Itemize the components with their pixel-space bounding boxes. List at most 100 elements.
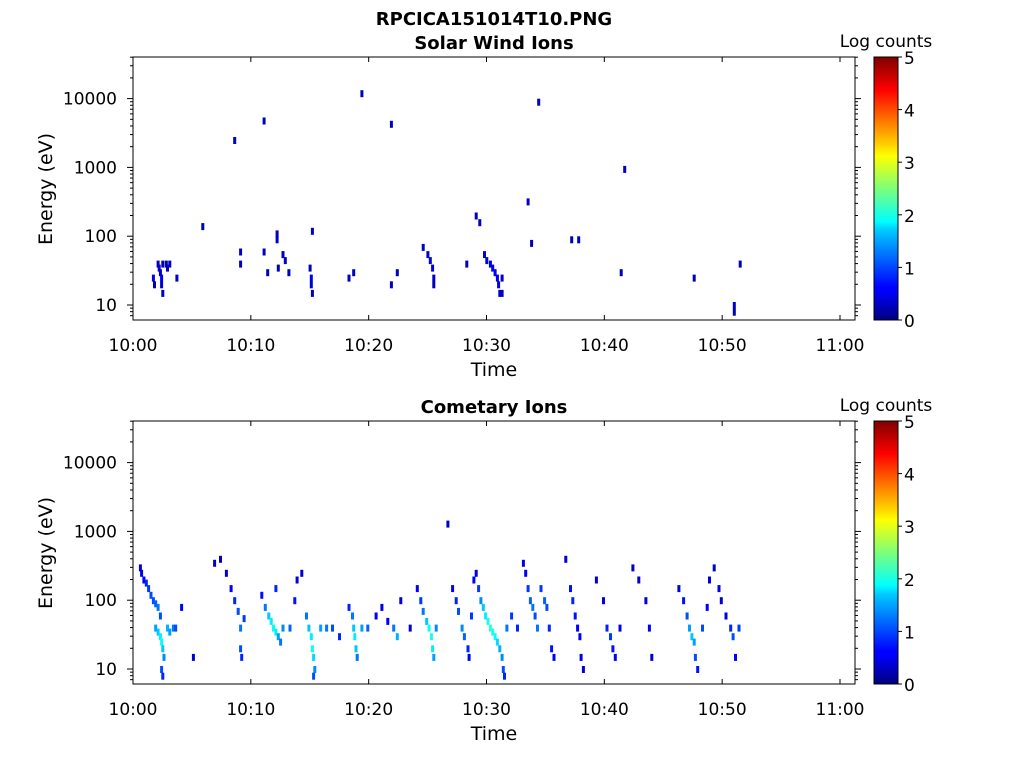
spectrogram-cell <box>526 198 530 206</box>
spectrogram-cell <box>571 597 575 605</box>
spectrogram-cell <box>578 633 582 641</box>
spectrogram-cell <box>526 585 530 593</box>
spectrogram-cell <box>478 219 482 227</box>
spectrogram-cell <box>262 117 266 125</box>
spectrogram-cell <box>734 653 737 661</box>
spectrogram-cell <box>239 248 243 256</box>
spectrogram-cell <box>426 251 430 259</box>
spectrogram-cell <box>307 624 311 632</box>
spectrogram-cell <box>500 274 504 282</box>
spectrogram-cell <box>281 624 285 632</box>
spectrogram-cell <box>483 251 486 259</box>
spectrogram-cell <box>428 257 432 265</box>
y-axis-label: Energy (eV) <box>35 497 57 609</box>
spectrogram-cell <box>325 624 329 632</box>
spectrogram-cell <box>429 633 433 641</box>
spectrogram-cell <box>613 653 617 661</box>
y-tick-label: 10 <box>95 660 117 680</box>
spectrogram-cell <box>142 576 146 584</box>
spectrogram-cell <box>434 624 438 632</box>
spectrogram-cell <box>481 603 485 611</box>
spectrogram-cell <box>637 576 641 584</box>
spectrogram-cell <box>708 576 711 584</box>
spectrogram-cell <box>693 653 697 661</box>
spectrogram-cell <box>712 564 716 572</box>
spectrogram-cell <box>682 597 686 605</box>
colorbar-tick-label: 4 <box>904 102 915 122</box>
spectrogram-cell <box>312 672 316 680</box>
spectrogram-cell <box>491 628 495 636</box>
spectrogram-cell <box>732 302 736 309</box>
spectrogram-cell <box>498 645 502 653</box>
axis-ticks: 10:00 10:10 10:20 10:30 10:40 10:50 11:00 10 100… <box>63 420 865 720</box>
spectrogram-cell <box>623 165 627 173</box>
spectrogram-cell <box>500 653 504 661</box>
spectrogram-cell <box>701 624 704 632</box>
colorbar-tick-label: 2 <box>904 571 915 591</box>
spectrogram-cell <box>432 653 436 661</box>
spectrogram-cell <box>174 624 178 632</box>
x-tick-label: 10:20 <box>344 336 393 356</box>
spectrogram-cell <box>692 638 696 646</box>
x-tick-label: 10:50 <box>698 336 747 356</box>
spectrogram-cell <box>564 555 568 563</box>
y-tick-label: 100 <box>85 227 117 247</box>
spectrogram-cell <box>160 274 164 282</box>
x-axis-label: Time <box>470 359 518 381</box>
spectrogram-cell <box>275 236 279 244</box>
spectrogram-cell <box>310 289 314 297</box>
spectrogram-cell <box>156 260 160 268</box>
spectrogram-cell <box>262 248 266 256</box>
spectrogram-cell <box>300 569 304 577</box>
spectrogram-cell <box>309 274 313 282</box>
colorbar-ticks: 0 1 2 3 4 5 <box>898 413 915 696</box>
solar-wind-panel: Solar Wind Ions Energy (eV) Time 10:00 10… <box>35 32 932 381</box>
spectrogram-cell <box>166 264 169 272</box>
spectrogram-cell <box>160 638 164 646</box>
spectrogram-cell <box>454 597 458 605</box>
spectrogram-cell <box>631 564 635 572</box>
spectrogram-cell <box>521 559 525 567</box>
spectrogram-cell <box>140 569 144 577</box>
spectrogram-cell <box>486 617 490 625</box>
x-tick-label: 10:10 <box>226 700 275 720</box>
spectrogram-cell <box>161 645 165 653</box>
spectrogram-cell <box>533 612 537 620</box>
spectrogram-cell <box>579 653 583 661</box>
spectrogram-cell <box>576 624 580 632</box>
spectrogram-cell <box>276 264 280 272</box>
spectrogram-cell <box>158 612 162 620</box>
spectrogram-cell <box>305 612 308 620</box>
spectrogram-cell <box>151 274 155 282</box>
colorbar-tick-label: 3 <box>904 518 915 538</box>
spectrogram-cell <box>731 633 735 641</box>
spectrogram-cell <box>462 633 466 641</box>
x-tick-label: 10:20 <box>344 700 393 720</box>
spectrogram-cell <box>650 653 654 661</box>
spectrogram-cell <box>229 585 233 593</box>
spectrogram-cell <box>451 585 455 593</box>
cometary-panel: Cometary Ions Energy (eV) Time 10:00 10:1… <box>35 396 932 745</box>
spectrogram-cell <box>488 624 492 632</box>
spectrogram-cell <box>219 555 222 563</box>
x-tick-label: 10:30 <box>462 700 511 720</box>
spectrogram-cell <box>267 612 271 620</box>
spectrogram-cell <box>493 633 497 641</box>
spectrogram-cell <box>545 603 549 611</box>
spectrogram-cell <box>158 633 162 641</box>
spectrogram-cell <box>156 628 160 636</box>
spectrogram-cell <box>688 624 691 632</box>
colorbar <box>873 420 899 685</box>
spectrogram-cell <box>573 612 577 620</box>
spectrogram-cell <box>164 260 168 268</box>
spectrogram-cell <box>552 653 556 661</box>
spectrogram-cell <box>168 260 172 268</box>
spectrogram-cell <box>485 257 489 265</box>
spectrogram-cell <box>389 281 393 289</box>
x-tick-label: 10:00 <box>109 700 158 720</box>
spectrogram-cell <box>310 645 314 653</box>
spectrogram-cell <box>537 98 541 106</box>
spectrogram-cell <box>729 624 733 632</box>
colorbar-tick-label: 0 <box>904 312 915 332</box>
